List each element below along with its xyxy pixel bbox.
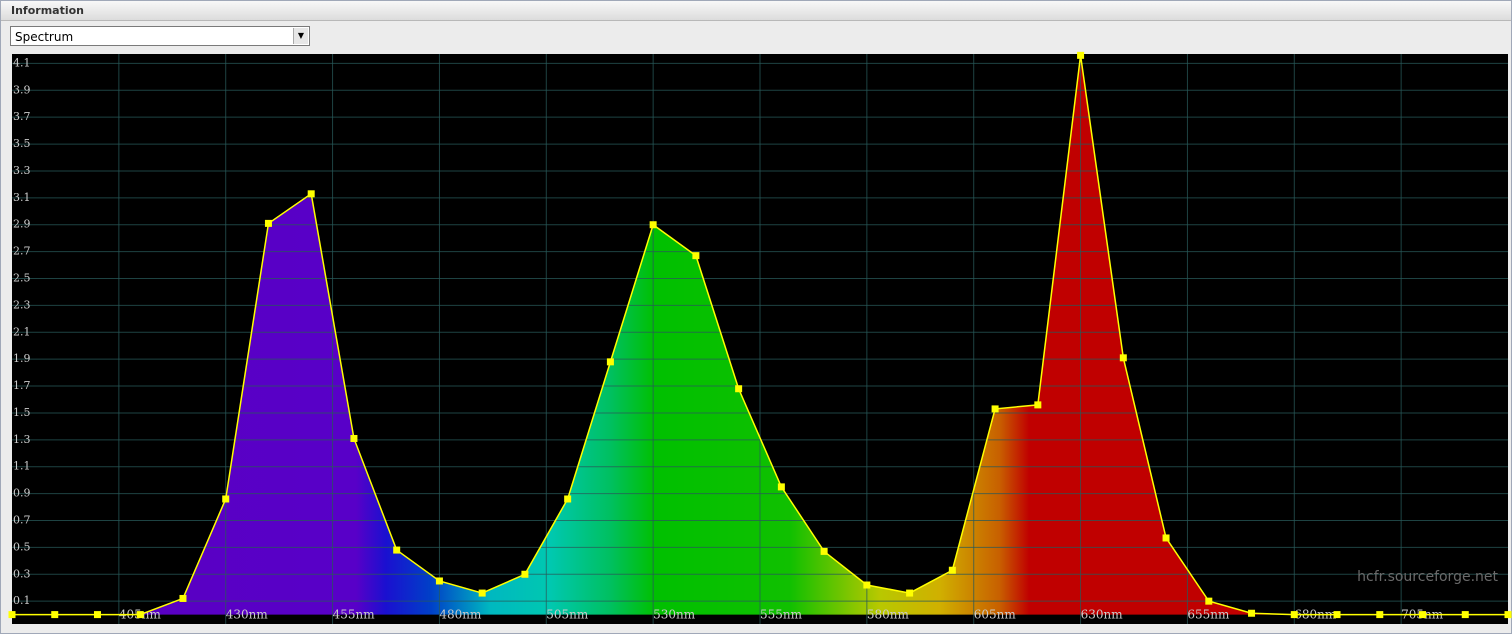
y-tick-label: 1.3 (13, 433, 31, 446)
data-point (435, 577, 443, 585)
data-point (521, 570, 529, 578)
data-point (606, 358, 614, 366)
dropdown-value: Spectrum (15, 30, 74, 44)
y-tick-label: 3.1 (13, 191, 31, 204)
view-dropdown[interactable]: Spectrum ▼ (10, 26, 310, 46)
y-tick-label: 2.7 (13, 245, 31, 258)
data-point (1290, 611, 1298, 619)
data-point (735, 385, 743, 393)
spectrum-line (12, 55, 1508, 616)
data-point (1119, 354, 1127, 362)
y-tick-label: 3.7 (13, 110, 31, 123)
y-tick-label: 0.9 (13, 487, 31, 500)
y-tick-label: 4.1 (13, 56, 31, 69)
y-tick-label: 1.5 (13, 406, 31, 419)
y-tick-label: 0.7 (13, 513, 31, 526)
data-point (307, 190, 315, 198)
x-tick-label: 480nm (439, 608, 482, 622)
data-point (1376, 611, 1384, 619)
data-point (948, 566, 956, 574)
y-tick-label: 2.5 (13, 272, 31, 285)
x-tick-label: 655nm (1187, 608, 1230, 622)
y-tick-label: 1.1 (13, 460, 31, 473)
x-tick-label: 430nm (226, 608, 269, 622)
data-point (136, 611, 144, 619)
data-point (820, 547, 828, 555)
data-point (991, 405, 999, 413)
data-point (51, 611, 59, 619)
data-point (906, 589, 914, 597)
data-point (1162, 534, 1170, 542)
data-point (1205, 597, 1213, 605)
y-tick-label: 3.3 (13, 164, 31, 177)
data-point (1333, 611, 1341, 619)
y-tick-label: 3.9 (13, 83, 31, 96)
x-tick-label: 505nm (546, 608, 589, 622)
watermark: hcfr.sourceforge.net (1357, 569, 1498, 585)
data-point (8, 611, 16, 619)
data-point (1248, 609, 1256, 617)
y-tick-label: 1.9 (13, 352, 31, 365)
data-point (1034, 401, 1042, 409)
data-point (350, 434, 358, 442)
y-tick-label: 2.3 (13, 298, 31, 311)
data-point (179, 594, 187, 602)
data-point (478, 589, 486, 597)
x-tick-label: 530nm (653, 608, 696, 622)
data-point (93, 611, 101, 619)
data-point (1077, 51, 1085, 59)
y-tick-label: 0.5 (13, 540, 31, 553)
y-tick-label: 2.1 (13, 325, 31, 338)
x-tick-label: 630nm (1081, 608, 1124, 622)
data-point (564, 495, 572, 503)
y-tick-label: 3.5 (13, 137, 31, 150)
spectrum-area (12, 55, 1508, 615)
data-point (1504, 611, 1512, 619)
data-point (393, 546, 401, 554)
dropdown-arrow[interactable]: ▼ (293, 28, 308, 44)
y-tick-label: 2.9 (13, 218, 31, 231)
y-tick-label: 1.7 (13, 379, 31, 392)
x-tick-label: 555nm (760, 608, 803, 622)
x-tick-label: 580nm (867, 608, 910, 622)
panel-title: Information (1, 1, 1511, 21)
y-tick-label: 0.1 (13, 594, 31, 607)
x-tick-label: 605nm (974, 608, 1017, 622)
data-point (649, 221, 657, 229)
data-point (1419, 611, 1427, 619)
data-point (692, 252, 700, 260)
data-point (1461, 611, 1469, 619)
data-point (222, 495, 230, 503)
data-point (264, 219, 272, 227)
x-tick-label: 455nm (333, 608, 376, 622)
data-point (863, 581, 871, 589)
y-tick-label: 0.3 (13, 567, 31, 580)
data-point (777, 483, 785, 491)
